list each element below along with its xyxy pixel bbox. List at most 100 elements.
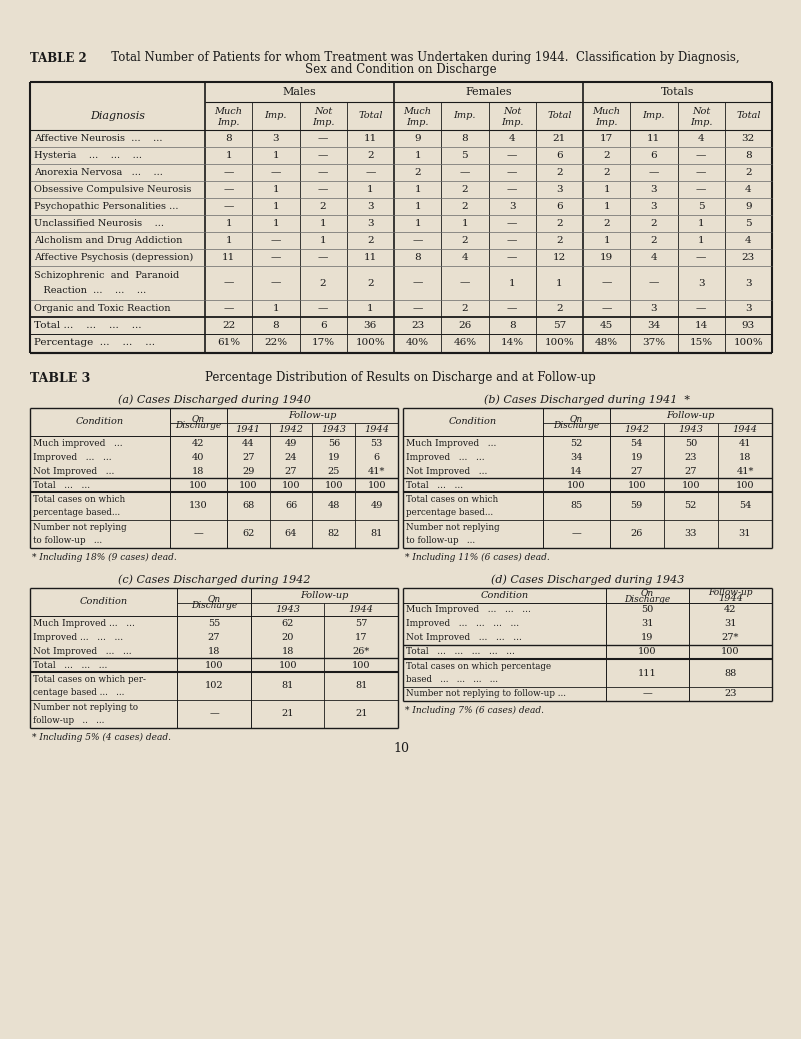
Text: 17: 17 <box>600 134 614 143</box>
Text: —: — <box>413 236 423 245</box>
Text: 100: 100 <box>368 480 386 489</box>
Text: 1944: 1944 <box>718 594 743 603</box>
Text: 27: 27 <box>285 467 297 476</box>
Text: 100: 100 <box>638 647 657 657</box>
Text: 1: 1 <box>272 151 280 160</box>
Text: 29: 29 <box>242 467 255 476</box>
Text: 42: 42 <box>724 606 737 614</box>
Text: 111: 111 <box>638 668 657 677</box>
Text: 9: 9 <box>414 134 421 143</box>
Text: Affective Psychosis (depression): Affective Psychosis (depression) <box>34 252 193 262</box>
Text: 21: 21 <box>553 134 566 143</box>
Text: 3: 3 <box>698 278 704 288</box>
Text: 50: 50 <box>642 606 654 614</box>
Text: Males: Males <box>283 87 316 97</box>
Text: 44: 44 <box>242 438 255 448</box>
Text: —: — <box>413 304 423 313</box>
Text: —: — <box>572 530 582 538</box>
Text: 4: 4 <box>745 236 751 245</box>
Text: Reaction  ...    ...    ...: Reaction ... ... ... <box>34 286 147 295</box>
Text: Condition: Condition <box>79 597 127 607</box>
Text: —: — <box>507 304 517 313</box>
Text: 100%: 100% <box>356 338 385 347</box>
Text: 3: 3 <box>367 202 374 211</box>
Text: 52: 52 <box>685 502 697 510</box>
Text: Much: Much <box>593 107 621 116</box>
Text: —: — <box>223 304 234 313</box>
Text: (b) Cases Discharged during 1941  *: (b) Cases Discharged during 1941 * <box>485 395 690 405</box>
Text: Total ...    ...    ...    ...: Total ... ... ... ... <box>34 321 142 330</box>
Text: 21: 21 <box>355 710 368 719</box>
Text: 2: 2 <box>603 168 610 177</box>
Text: Imp.: Imp. <box>217 117 239 127</box>
Text: (d) Cases Discharged during 1943: (d) Cases Discharged during 1943 <box>491 575 684 585</box>
Text: 33: 33 <box>685 530 697 538</box>
Text: 42: 42 <box>192 438 204 448</box>
Text: 6: 6 <box>320 321 327 330</box>
Text: —: — <box>507 236 517 245</box>
Text: Total   ...   ...   ...: Total ... ... ... <box>33 661 107 669</box>
Text: 4: 4 <box>461 254 469 262</box>
Text: Number not replying: Number not replying <box>33 524 127 532</box>
Text: 1942: 1942 <box>624 425 649 434</box>
Text: —: — <box>271 236 281 245</box>
Text: 19: 19 <box>328 453 340 461</box>
Text: —: — <box>318 254 328 262</box>
Text: 53: 53 <box>370 438 383 448</box>
Text: Total cases on which percentage: Total cases on which percentage <box>406 662 551 671</box>
Text: —: — <box>602 278 612 288</box>
Text: 15%: 15% <box>690 338 713 347</box>
Text: to follow-up   ...: to follow-up ... <box>406 536 475 544</box>
Text: 48%: 48% <box>595 338 618 347</box>
Text: 19: 19 <box>642 634 654 642</box>
Text: 2: 2 <box>556 304 562 313</box>
Text: * Including 18% (9 cases) dead.: * Including 18% (9 cases) dead. <box>32 553 177 561</box>
Text: 22: 22 <box>222 321 235 330</box>
Text: 1: 1 <box>272 202 280 211</box>
Text: 27: 27 <box>630 467 643 476</box>
Text: Total cases on which: Total cases on which <box>33 496 125 504</box>
Text: 31: 31 <box>724 619 737 629</box>
Text: 57: 57 <box>553 321 566 330</box>
Text: 8: 8 <box>461 134 469 143</box>
Text: —: — <box>318 168 328 177</box>
Text: Not Improved   ...: Not Improved ... <box>406 467 487 476</box>
Text: 19: 19 <box>630 453 643 461</box>
Text: —: — <box>696 304 706 313</box>
Text: to follow-up   ...: to follow-up ... <box>33 536 102 544</box>
Text: Discharge: Discharge <box>553 421 600 430</box>
Text: 100: 100 <box>721 647 740 657</box>
Text: 2: 2 <box>461 185 469 194</box>
Text: 5: 5 <box>461 151 469 160</box>
Text: —: — <box>223 168 234 177</box>
Text: 6: 6 <box>373 453 380 461</box>
Text: Imp.: Imp. <box>264 111 287 121</box>
Text: 1: 1 <box>509 278 515 288</box>
Text: 14%: 14% <box>501 338 524 347</box>
Text: 26: 26 <box>458 321 472 330</box>
Text: 54: 54 <box>630 438 643 448</box>
Text: 100: 100 <box>239 480 257 489</box>
Text: 100: 100 <box>352 661 370 669</box>
Text: 3: 3 <box>367 219 374 228</box>
Text: 34: 34 <box>647 321 661 330</box>
Text: 27: 27 <box>242 453 255 461</box>
Text: 41*: 41* <box>368 467 385 476</box>
Text: 12: 12 <box>553 254 566 262</box>
Text: Discharge: Discharge <box>624 594 670 604</box>
Text: 2: 2 <box>603 151 610 160</box>
Text: 100: 100 <box>282 480 300 489</box>
Text: —: — <box>194 530 203 538</box>
Text: (a) Cases Discharged during 1940: (a) Cases Discharged during 1940 <box>118 395 311 405</box>
Text: 1: 1 <box>272 219 280 228</box>
Text: 2: 2 <box>650 236 657 245</box>
Text: —: — <box>223 185 234 194</box>
Text: 1942: 1942 <box>279 425 304 434</box>
Text: 4: 4 <box>509 134 515 143</box>
Text: * Including 11% (6 cases) dead.: * Including 11% (6 cases) dead. <box>405 553 549 561</box>
Text: 81: 81 <box>355 682 368 691</box>
Text: 54: 54 <box>739 502 751 510</box>
Text: 1943: 1943 <box>678 425 703 434</box>
Text: —: — <box>507 254 517 262</box>
Text: 18: 18 <box>207 646 220 656</box>
